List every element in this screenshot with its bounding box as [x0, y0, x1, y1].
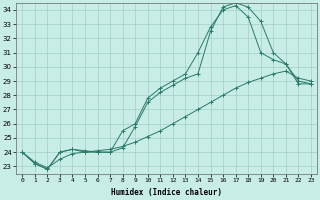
X-axis label: Humidex (Indice chaleur): Humidex (Indice chaleur): [111, 188, 222, 197]
